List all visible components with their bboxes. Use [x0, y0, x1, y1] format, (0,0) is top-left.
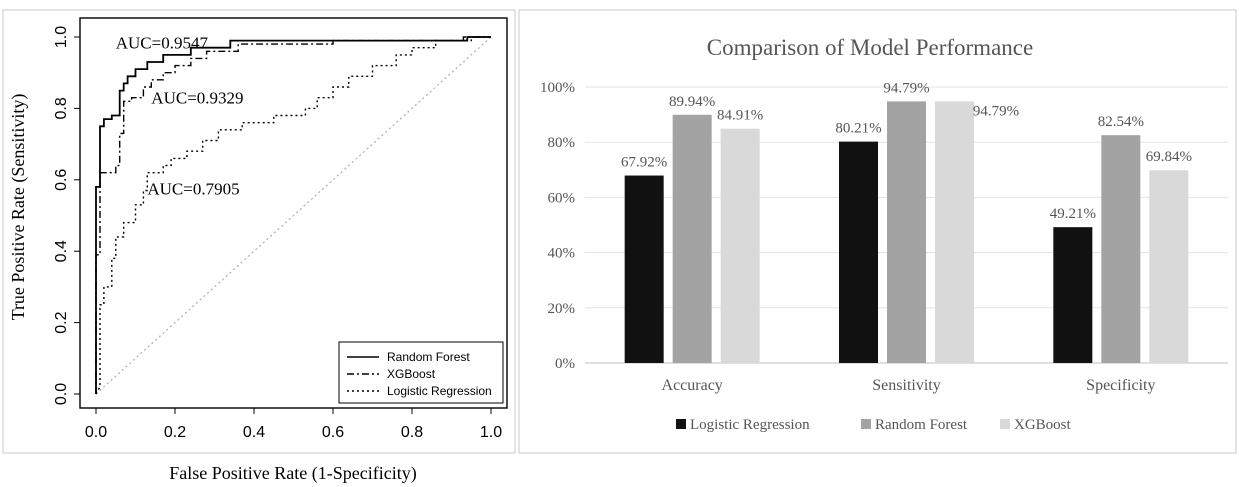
- right-panel-border: [518, 9, 1237, 454]
- bar-chart: Comparison of Model Performance 0% 20% 40%…: [540, 35, 1228, 433]
- bar-specificity-logistic-regression: [1053, 227, 1093, 363]
- bar-accuracy-logistic-regression: [624, 175, 664, 363]
- bar-accuracy-xgboost: [720, 128, 760, 363]
- roc-x-tick-label: 0.4: [243, 424, 265, 441]
- roc-curve-random-forest: [95, 36, 491, 394]
- roc-legend-label-xgboost: XGBoost: [387, 367, 436, 381]
- roc-y-tick-label: 0.4: [53, 240, 70, 262]
- bar-marks: 67.92% 89.94%84.91% 80.21% 94.79% 94.79% 49.2…: [621, 80, 1192, 364]
- auc-annotation: AUC=0.9329: [151, 89, 243, 108]
- roc-y-tick-label: 0.6: [53, 169, 70, 191]
- bar-chart-title: Comparison of Model Performance: [707, 35, 1033, 60]
- roc-x-tick-label: 1.0: [480, 424, 502, 441]
- bar-data-label: 82.54%: [1098, 114, 1144, 130]
- bar-y-ticks: 0% 20% 40% 60% 80% 100%: [540, 80, 575, 372]
- bar-y-tick-label: 80%: [548, 135, 576, 151]
- roc-legend-box: [338, 341, 504, 404]
- bar-data-label: 84.91%: [717, 108, 763, 124]
- roc-x-axis-label: False Positive Rate (1-Specificity): [169, 463, 416, 484]
- bar-category-labels: Accuracy Sensitivity Specificity: [662, 377, 1156, 394]
- bar-specificity-xgboost: [1149, 170, 1189, 363]
- roc-legend-label-random-forest: Random Forest: [387, 350, 470, 364]
- roc-y-tick-label: 0.8: [53, 97, 70, 119]
- bar-y-tick-label: 20%: [548, 301, 576, 317]
- bar-accuracy-random-forest: [672, 114, 712, 364]
- bar-y-tick-label: 40%: [548, 246, 576, 262]
- bar-y-tick-label: 60%: [548, 190, 576, 206]
- bar-category-label: Sensitivity: [872, 377, 940, 394]
- roc-plot-frame: [79, 17, 508, 409]
- bar-data-label: 80.21%: [835, 121, 881, 137]
- roc-chart: 0.0 0.2 0.4 0.6 0.8 1.0 0.0 0.2 0.4 0.6 0.8 1.0 AU…: [8, 17, 508, 484]
- bar-data-label: 67.92%: [621, 155, 667, 171]
- bar-legend-swatch-xgboost: [1000, 419, 1010, 429]
- roc-y-tick-label: 0.0: [53, 383, 70, 405]
- roc-annotations: AUC=0.9547 AUC=0.9329 AUC=0.7905: [116, 33, 244, 198]
- bar-legend-label-xgboost: XGBoost: [1014, 417, 1072, 433]
- bar-y-tick-label: 100%: [540, 80, 575, 96]
- roc-reference-line: [95, 36, 492, 395]
- roc-y-tick-label: 1.0: [53, 26, 70, 48]
- bar-legend-swatch-random-forest: [861, 419, 871, 429]
- bar-legend-label-random-forest: Random Forest: [875, 417, 968, 433]
- bar-specificity-random-forest: [1101, 135, 1141, 363]
- roc-y-axis-label: True Positive Rate (Sensitivity): [8, 94, 29, 321]
- bar-legend-label-logistic-regression: Logistic Regression: [690, 417, 810, 433]
- roc-x-tick-label: 0.8: [401, 424, 423, 441]
- roc-x-ticks: 0.0 0.2 0.4 0.6 0.8 1.0: [85, 408, 502, 441]
- roc-y-ticks: 0.0 0.2 0.4 0.6 0.8 1.0: [53, 26, 80, 405]
- roc-curves: [95, 36, 491, 395]
- bar-data-label: 89.94%: [669, 94, 715, 110]
- bar-data-label: 49.21%: [1050, 206, 1096, 222]
- bar-data-label: 94.79%: [973, 103, 1019, 119]
- left-panel-border: [2, 9, 516, 454]
- bar-y-tick-label: 0%: [555, 356, 575, 372]
- bar-category-label: Specificity: [1086, 377, 1155, 394]
- roc-curve-logistic-regression: [95, 36, 491, 395]
- roc-x-tick-label: 0.6: [322, 424, 344, 441]
- auc-annotation: AUC=0.9547: [116, 33, 209, 52]
- bar-sensitivity-xgboost: [935, 101, 974, 363]
- bar-category-label: Accuracy: [662, 377, 723, 394]
- bar-data-label: 94.79%: [883, 80, 929, 96]
- bar-sensitivity-random-forest: [887, 101, 926, 363]
- roc-legend-label-logistic-regression: Logistic Regression: [387, 384, 492, 398]
- bar-legend: Logistic Regression Random Forest XGBoos…: [676, 417, 1072, 433]
- roc-y-tick-label: 0.2: [53, 311, 70, 333]
- roc-x-tick-label: 0.0: [85, 424, 107, 441]
- bar-data-label: 69.84%: [1146, 149, 1192, 165]
- bar-sensitivity-logistic-regression: [839, 141, 878, 363]
- roc-legend: Random Forest XGBoost Logistic Regressio…: [338, 341, 504, 404]
- bar-legend-swatch-logistic-regression: [676, 419, 686, 429]
- roc-x-tick-label: 0.2: [164, 424, 186, 441]
- auc-annotation: AUC=0.7905: [147, 180, 239, 199]
- diagonal-reference-line: [95, 36, 492, 395]
